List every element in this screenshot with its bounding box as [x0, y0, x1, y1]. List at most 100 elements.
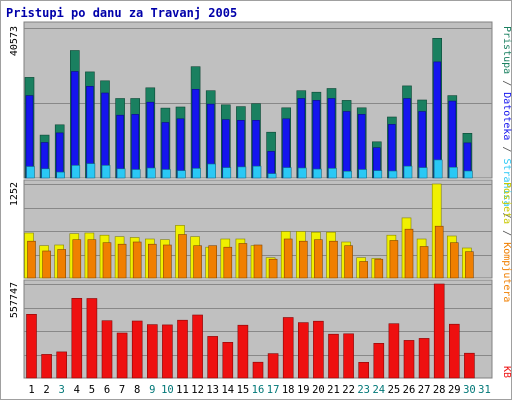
x-tick-label: 24 — [372, 384, 385, 396]
bar-kompjutera-day-26 — [404, 228, 414, 279]
x-tick-label: 27 — [418, 384, 431, 396]
x-tick-label: 3 — [59, 384, 65, 396]
legend-entry: Posjeta — [501, 182, 512, 224]
bar-kb-day-19 — [297, 322, 309, 379]
x-tick-label: 15 — [237, 384, 250, 396]
legend-entry: Kompjutera — [501, 236, 512, 302]
bar-kb-day-4 — [71, 297, 83, 379]
bar-datoteka-day-29 — [448, 100, 457, 179]
bar-kb-day-14 — [222, 341, 234, 379]
bar-kompjutera-day-3 — [57, 249, 67, 279]
x-tick-label: 2 — [43, 384, 49, 396]
bar-kompjutera-day-11 — [178, 234, 187, 279]
bar-stranica-day-30 — [464, 170, 473, 179]
bar-stranica-day-6 — [101, 165, 111, 179]
bar-stranica-day-13 — [207, 163, 216, 179]
bar-kompjutera-day-8 — [132, 241, 142, 279]
bar-datoteka-day-3 — [55, 132, 64, 179]
bar-stranica-day-14 — [222, 167, 232, 179]
bar-datoteka-day-20 — [312, 100, 321, 179]
bar-stranica-day-28 — [433, 159, 443, 179]
x-tick-label: 28 — [433, 384, 446, 396]
bar-stranica-day-18 — [282, 167, 292, 179]
bar-stranica-day-25 — [388, 170, 398, 179]
bar-stranica-day-27 — [418, 167, 428, 179]
x-tick-label: 8 — [134, 384, 140, 396]
x-tick-label: 4 — [74, 384, 80, 396]
bar-stranica-day-12 — [192, 168, 201, 179]
bar-kb-day-3 — [56, 351, 68, 379]
x-tick-label: 7 — [119, 384, 125, 396]
panel-bottom-max-label: 557747 — [9, 282, 20, 318]
bar-kb-day-8 — [131, 320, 143, 379]
bar-stranica-day-2 — [41, 168, 50, 179]
bar-kb-day-29 — [448, 323, 460, 379]
bar-kb-day-24 — [373, 342, 385, 379]
bar-kb-day-5 — [86, 298, 98, 379]
bar-kb-day-28 — [433, 283, 445, 379]
bar-kb-day-17 — [267, 353, 279, 379]
legend-entry: / — [501, 207, 512, 219]
bar-stranica-day-21 — [328, 168, 337, 179]
x-tick-label: 22 — [342, 384, 355, 396]
bar-kb-day-12 — [192, 314, 203, 379]
bar-stranica-day-26 — [403, 165, 413, 179]
x-tick-label: 11 — [176, 384, 189, 396]
panel-bottom: 557747 — [9, 279, 493, 379]
bar-kompjutera-day-5 — [87, 239, 97, 279]
bar-datoteka-day-9 — [146, 101, 155, 179]
legend-middle: Posjeta / Kompjutera — [501, 182, 512, 302]
panel-middle-max-label: 1252 — [9, 182, 20, 206]
x-tick-label: 14 — [221, 384, 234, 396]
bar-kompjutera-day-27 — [419, 246, 429, 279]
legend-entry: / — [501, 140, 512, 152]
bar-stranica-day-17 — [267, 173, 277, 179]
bar-kompjutera-day-14 — [223, 246, 233, 279]
bar-datoteka-day-21 — [327, 98, 336, 179]
bar-kb-day-7 — [116, 332, 128, 379]
bar-datoteka-day-12 — [191, 89, 200, 179]
panel-top: 40573 — [9, 21, 493, 179]
legend-entry: / — [501, 224, 512, 236]
bar-kb-day-2 — [41, 354, 52, 379]
bar-kompjutera-day-30 — [465, 251, 474, 279]
bar-stranica-day-19 — [297, 167, 307, 179]
bar-kb-day-18 — [282, 317, 294, 379]
legend-entry: Datoteka — [501, 86, 512, 140]
x-tick-label: 31 — [478, 384, 491, 396]
bar-kb-day-23 — [358, 361, 370, 379]
legend-entry: / — [501, 74, 512, 86]
x-tick-label: 30 — [463, 384, 476, 396]
x-tick-label: 29 — [448, 384, 461, 396]
chart-title: Pristupi po danu za Travanj 2005 — [6, 6, 237, 20]
bar-kb-day-11 — [177, 319, 188, 379]
bar-stranica-day-9 — [147, 167, 156, 179]
x-tick-label: 13 — [206, 384, 219, 396]
bar-kb-day-25 — [388, 323, 400, 379]
x-tick-label: 6 — [104, 384, 110, 396]
x-tick-label: 9 — [149, 384, 155, 396]
bar-datoteka-day-25 — [388, 124, 396, 179]
bar-stranica-day-3 — [56, 171, 66, 179]
bar-kb-day-9 — [147, 324, 158, 379]
x-tick-label: 19 — [297, 384, 310, 396]
x-tick-label: 25 — [388, 384, 401, 396]
bar-stranica-day-29 — [448, 167, 458, 179]
bar-stranica-day-1 — [26, 166, 35, 179]
bar-kompjutera-day-10 — [163, 244, 172, 279]
bar-stranica-day-15 — [237, 166, 247, 179]
legend-entry: KB — [501, 366, 512, 378]
legend-top: Pristupa / Datoteka / Stranica / — [501, 26, 512, 219]
bar-kompjutera-day-29 — [449, 242, 459, 279]
bar-kb-day-6 — [101, 320, 113, 379]
bar-stranica-day-22 — [343, 171, 352, 179]
bar-kompjutera-day-9 — [148, 243, 157, 279]
bar-kb-day-15 — [237, 324, 249, 379]
bar-datoteka-day-11 — [176, 118, 185, 179]
bar-kb-day-20 — [313, 320, 324, 379]
bar-kb-day-30 — [464, 352, 475, 379]
bar-kompjutera-day-16 — [253, 244, 263, 279]
bar-stranica-day-8 — [131, 169, 141, 179]
